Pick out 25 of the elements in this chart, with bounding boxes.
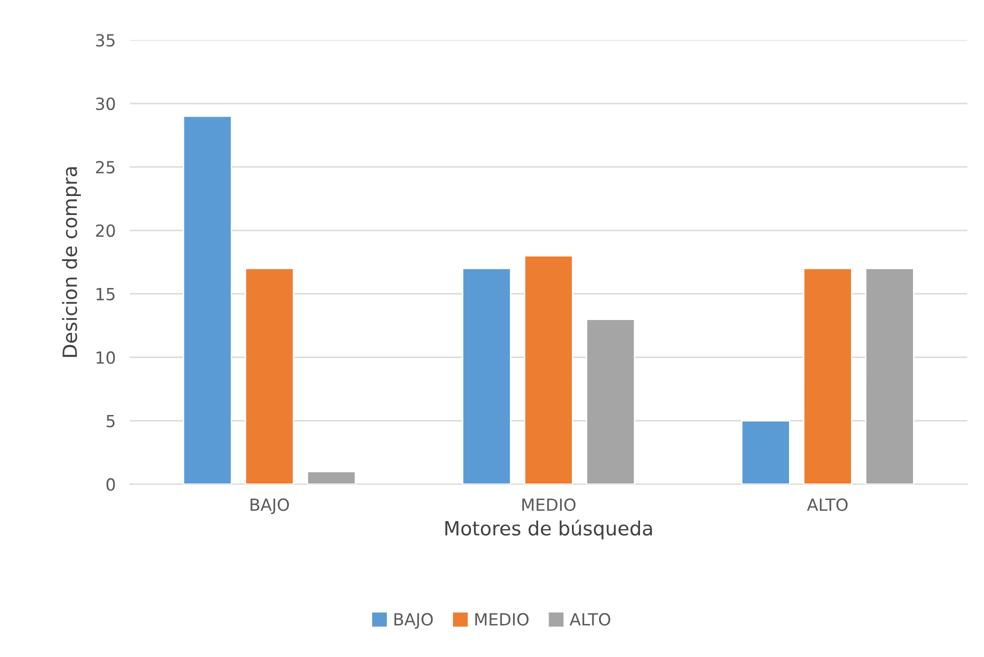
y-tick-label: 35 — [96, 34, 115, 47]
bar — [864, 268, 914, 484]
legend-label: BAJO — [394, 613, 433, 629]
bar — [306, 470, 356, 484]
x-tick-label: BAJO — [250, 498, 289, 514]
y-tick-label: 30 — [96, 97, 115, 110]
legend-label: ALTO — [570, 613, 610, 626]
y-tick-label: 25 — [96, 160, 115, 174]
bar — [803, 268, 852, 484]
legend-label: MEDIO — [475, 613, 529, 626]
y-tick-label: 15 — [96, 288, 115, 300]
bar — [462, 268, 512, 484]
y-tick-label: 20 — [96, 224, 115, 237]
y-axis-title: Desicion de compra — [62, 167, 81, 357]
bar — [586, 318, 636, 484]
x-axis-title: Motores de búsqueda — [445, 520, 652, 540]
x-tick-label: MEDIO — [522, 498, 576, 511]
bar — [524, 255, 574, 484]
y-tick-label: 5 — [106, 414, 115, 428]
y-tick-label: 10 — [96, 351, 115, 364]
bar — [182, 116, 232, 484]
bar — [741, 420, 790, 484]
x-tick-label: ALTO — [806, 498, 848, 511]
y-tick-label: 0 — [106, 478, 115, 491]
bar — [244, 268, 294, 484]
